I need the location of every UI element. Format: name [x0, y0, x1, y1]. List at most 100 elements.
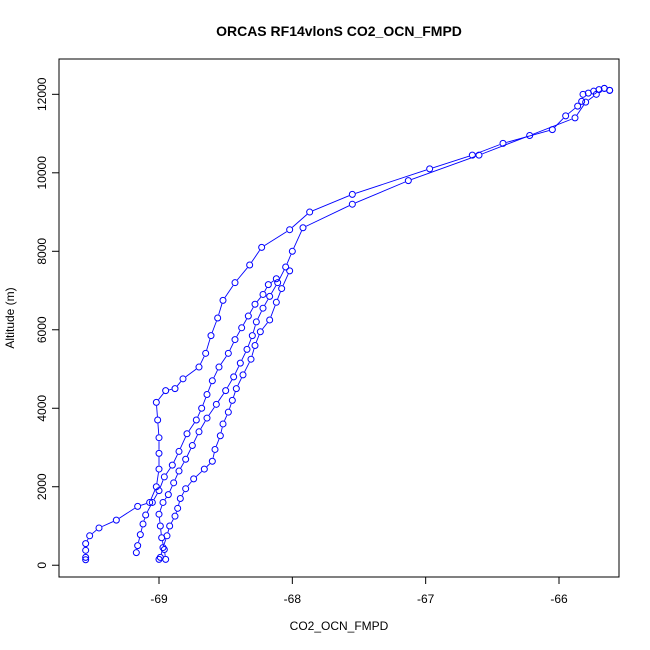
series-line-segment	[236, 330, 241, 337]
series-line-segment	[355, 181, 406, 204]
series-line-segment	[256, 296, 262, 302]
data-point	[266, 292, 274, 300]
data-point	[224, 408, 232, 416]
series-line-segment	[170, 519, 174, 524]
series-line-segment	[197, 411, 201, 418]
data-point	[246, 261, 254, 269]
data-point	[160, 546, 168, 554]
series-line-segment	[165, 467, 171, 475]
data-point	[200, 465, 208, 473]
chart-title: ORCAS RF14vlonS CO2_OCN_FMPD	[216, 23, 462, 39]
data-point	[160, 473, 168, 481]
series-line-segment	[312, 195, 350, 212]
data-point	[146, 498, 154, 506]
data-point	[190, 475, 198, 483]
series-line-segment	[140, 527, 143, 532]
series-line-segment	[178, 501, 180, 506]
data-point	[243, 345, 251, 353]
data-point	[155, 449, 163, 457]
series-line-segment	[532, 118, 572, 135]
data-point	[158, 534, 166, 542]
data-point	[256, 328, 264, 336]
data-point	[112, 516, 120, 524]
series-line-segment	[506, 130, 550, 143]
data-point	[272, 298, 280, 306]
y-tick-label: 8000	[35, 238, 49, 265]
data-point	[278, 285, 286, 293]
series-line-segment	[432, 155, 470, 169]
series-line-segment	[264, 299, 269, 306]
data-point	[252, 318, 260, 326]
series-line-segment	[241, 352, 246, 361]
data-point	[258, 243, 266, 251]
data-point	[132, 549, 140, 557]
series-line-segment	[200, 420, 206, 430]
series-line-segment	[173, 454, 178, 463]
data-point	[174, 504, 182, 512]
data-point	[207, 332, 215, 340]
data-point	[288, 247, 296, 255]
data-point	[203, 414, 211, 422]
y-axis-label: Altitude (m)	[3, 287, 17, 348]
series-line-segment	[278, 269, 285, 280]
data-point	[592, 90, 600, 98]
y-tick-label: 0	[35, 562, 49, 569]
data-point	[238, 324, 246, 332]
series-line-segment	[162, 541, 164, 547]
data-point	[142, 511, 150, 519]
series-line-segment	[211, 321, 217, 333]
data-point	[171, 385, 179, 393]
data-point	[264, 281, 272, 289]
data-point	[251, 300, 259, 308]
series-line-segment	[255, 334, 260, 343]
series-line-segment	[169, 485, 173, 492]
series-line-segment	[482, 136, 527, 155]
data-point	[215, 363, 223, 371]
series-line-segment	[247, 338, 252, 347]
series-line-segment	[202, 397, 207, 406]
data-point	[195, 363, 203, 371]
x-axis-label: CO2_OCN_FMPD	[290, 619, 389, 633]
data-point	[156, 522, 164, 530]
data-point	[179, 375, 187, 383]
data-point	[248, 332, 256, 340]
series-line-segment	[262, 322, 268, 330]
data-point	[259, 290, 267, 298]
data-point	[82, 540, 90, 548]
series-line-segment	[568, 107, 576, 115]
data-point	[155, 555, 163, 563]
series-line-segment	[159, 480, 164, 488]
series-line-segment	[291, 214, 308, 228]
data-point	[166, 522, 174, 530]
series-line-segment	[86, 538, 89, 541]
series-line-segment	[229, 342, 234, 351]
series-line-segment	[411, 155, 476, 180]
data-point	[251, 341, 259, 349]
series-line-segment	[200, 356, 205, 365]
series-line-segment	[249, 307, 254, 314]
data-point	[348, 190, 356, 198]
series-line-segment	[160, 529, 162, 535]
data-point	[526, 132, 534, 140]
data-point	[171, 512, 179, 520]
data-point	[170, 479, 178, 487]
series-line-segment	[271, 285, 277, 294]
y-axis: 0 2000 4000 6000 8000 10000 12000	[35, 77, 60, 569]
series-line-segment	[188, 422, 195, 432]
data-point	[214, 314, 222, 322]
series-line-segment	[207, 383, 212, 392]
y-tick-label: 4000	[35, 395, 49, 422]
data-point	[159, 498, 167, 506]
data-point	[426, 165, 434, 173]
data-point	[155, 487, 163, 495]
data-point	[95, 524, 103, 532]
data-point	[606, 86, 614, 94]
data-point	[212, 400, 220, 408]
series-line-segment	[305, 205, 350, 227]
series-line-segment	[164, 497, 167, 500]
data-point	[468, 151, 476, 159]
data-point	[175, 467, 183, 475]
series-line-segment	[576, 104, 585, 116]
data-point	[562, 112, 570, 120]
